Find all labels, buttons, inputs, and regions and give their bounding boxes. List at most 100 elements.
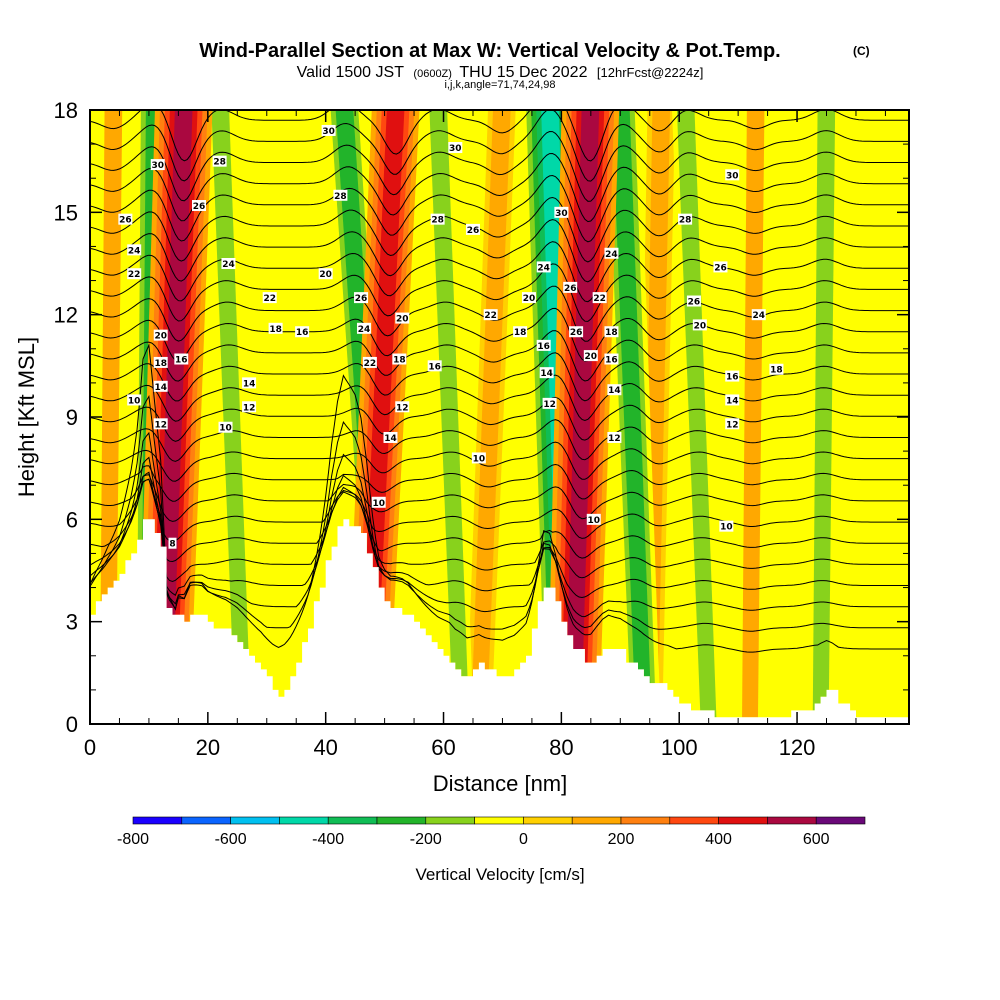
- isentrope-label-bg: [295, 326, 310, 338]
- isentrope-labels: 30 28 26 26 24 22 24 22 20 18 16 20 18 16 14 10 12 14 12 10…: [118, 124, 784, 550]
- isentrope-label: 22: [484, 311, 497, 321]
- isentrope-label: 30: [449, 144, 462, 154]
- y-tick-label: 12: [54, 303, 78, 328]
- copyright-mark: (C): [853, 44, 870, 58]
- isentrope-label: 24: [358, 325, 371, 335]
- colorbar-swatch: [767, 816, 817, 825]
- isentrope-label: 24: [752, 311, 765, 321]
- isentrope-label: 20: [319, 270, 332, 280]
- isentrope-label: 24: [605, 250, 618, 260]
- isentrope-label-bg: [483, 309, 498, 321]
- colorbar-swatch: [815, 816, 866, 825]
- isentrope-label-bg: [362, 356, 377, 368]
- chart-subtitle: Valid 1500 JST (0600Z) THU 15 Dec 2022 […: [297, 64, 704, 81]
- isentrope-line: [90, 441, 909, 482]
- isentrope-label: 16: [537, 342, 550, 352]
- isentrope-label: 18: [269, 325, 282, 335]
- isentrope-label: 20: [523, 294, 536, 304]
- isentrope-label: 26: [119, 216, 132, 226]
- colorbar-tick-label: -400: [312, 831, 344, 848]
- isentrope-label: 24: [537, 263, 550, 273]
- valid-time: Valid 1500 JST: [297, 64, 405, 81]
- isentrope-label: 22: [128, 270, 141, 280]
- isentrope-label: 8: [169, 540, 175, 550]
- isentrope-line: [90, 478, 909, 563]
- isentrope-label: 24: [222, 260, 235, 270]
- isentrope-label: 16: [175, 356, 188, 366]
- isentrope-label-bg: [725, 169, 740, 181]
- isentrope-label: 22: [593, 294, 606, 304]
- isentrope-label: 10: [473, 454, 486, 464]
- isentrope-label: 20: [694, 321, 707, 331]
- isentrope-label: 26: [193, 202, 206, 212]
- isentrope-label-bg: [465, 223, 480, 235]
- x-tick-label: 60: [431, 735, 455, 760]
- colorbar-swatch: [279, 816, 329, 825]
- isentrope-label: 26: [714, 263, 727, 273]
- isentrope-label: 22: [263, 294, 276, 304]
- isentrope-label-bg: [153, 380, 168, 392]
- velocity-band-2-level-1: [470, 110, 512, 718]
- velocity-band-4-level-1: [210, 110, 252, 718]
- isentrope-label: 30: [151, 161, 164, 171]
- isentrope-label: 18: [393, 356, 406, 366]
- isentrope-label-bg: [569, 326, 584, 338]
- isentrope-label-bg: [150, 159, 165, 171]
- isentrope-line: [90, 374, 909, 422]
- velocity-band-5-level-1: [428, 110, 470, 718]
- isentrope-label-bg: [592, 292, 607, 304]
- grid-indices: i,j,k,angle=71,74,24,98: [444, 79, 555, 91]
- isentrope-line: [90, 463, 909, 502]
- isentrope-label-bg: [392, 353, 407, 365]
- isentrope-label-bg: [607, 431, 622, 443]
- velocity-band-6-level-1: [676, 110, 717, 718]
- isentrope-label: 12: [608, 434, 621, 444]
- colorbar-tick-label: -600: [215, 831, 247, 848]
- isentrope-label: 10: [219, 424, 232, 434]
- x-tick-label: 100: [661, 735, 698, 760]
- valid-date: THU 15 Dec 2022: [459, 64, 587, 81]
- isentrope-label-bg: [174, 353, 189, 365]
- forecast-info: [12hrFcst@2224z]: [597, 65, 703, 80]
- isentrope-label: 12: [243, 403, 256, 413]
- y-tick-label: 0: [66, 712, 78, 737]
- isentrope-label-bg: [725, 370, 740, 382]
- isentrope-label-bg: [448, 142, 463, 154]
- isentrope-label-bg: [333, 189, 348, 201]
- isentrope-label-bg: [521, 292, 536, 304]
- isentrope-label: 20: [585, 352, 598, 362]
- colorbar-swatch: [425, 816, 475, 825]
- colorbar-title: Vertical Velocity [cm/s]: [415, 865, 584, 884]
- isentrope-label-bg: [686, 295, 701, 307]
- isentrope-label: 22: [364, 359, 377, 369]
- x-axis: 0 20 40 60 80 100 120: [84, 110, 886, 760]
- isentrope-label-bg: [583, 350, 598, 362]
- isentrope-line: [90, 174, 909, 243]
- isentrope-label-bg: [713, 261, 728, 273]
- isentrope-line: [90, 352, 909, 402]
- isentrope-contours: [90, 110, 909, 653]
- isentrope-label: 18: [605, 328, 618, 338]
- velocity-band-14-level-4: [565, 110, 600, 718]
- colorbar-swatch: [669, 816, 719, 825]
- y-axis-title: Height [Kft MSL]: [14, 337, 39, 497]
- isentrope-label-bg: [536, 339, 551, 351]
- isentrope-label: 28: [431, 216, 444, 226]
- isentrope-label-bg: [212, 155, 227, 167]
- isentrope-label-bg: [153, 418, 168, 430]
- isentrope-label-bg: [536, 261, 551, 273]
- colorbar-swatch: [474, 816, 524, 825]
- isentrope-line: [90, 130, 909, 202]
- isentrope-line: [90, 394, 909, 632]
- isentrope-label-bg: [371, 496, 386, 508]
- colorbar: -800 -600 -400 -200 0 200 400 600: [117, 816, 866, 848]
- isentrope-line: [90, 330, 909, 382]
- isentrope-label: 10: [128, 396, 141, 406]
- isentrope-line: [90, 456, 909, 599]
- isentrope-label: 30: [555, 209, 568, 219]
- isentrope-line: [90, 285, 909, 342]
- isentrope-label: 26: [688, 298, 701, 308]
- isentrope-label: 28: [213, 158, 226, 168]
- isentrope-label: 30: [322, 127, 335, 137]
- isentrope-label-bg: [383, 431, 398, 443]
